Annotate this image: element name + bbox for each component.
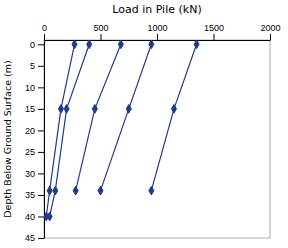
tick: 25 — [25, 147, 44, 157]
tick-mark — [157, 34, 158, 40]
tick: 2000 — [260, 23, 280, 40]
tick-label: 35 — [25, 190, 35, 200]
marker — [47, 186, 52, 195]
tick-label: 0 — [30, 40, 35, 50]
tick-label: 5 — [30, 61, 35, 71]
tick-label: 10 — [25, 83, 35, 93]
tick-mark — [38, 216, 44, 217]
tick-label: 0 — [42, 23, 47, 33]
marker — [171, 105, 176, 114]
x-axis: 0 500 1000 1500 2000 — [42, 23, 281, 41]
line — [46, 44, 74, 216]
tick: 15 — [25, 104, 44, 114]
marker — [53, 186, 58, 195]
tick: 1000 — [147, 23, 167, 40]
chart: 0 500 1000 1500 2000 0 5 10 15 20 25 30 35 40 45 Load i… — [0, 0, 288, 248]
marker — [118, 40, 123, 49]
tick-mark — [214, 34, 215, 40]
tick-label: 40 — [25, 212, 35, 222]
tick-label: 1000 — [147, 23, 167, 33]
tick-label: 15 — [25, 104, 35, 114]
tick-mark — [101, 34, 102, 40]
tick-label: 20 — [25, 126, 35, 136]
tick-mark — [44, 34, 45, 40]
marker — [194, 40, 199, 49]
tick-label: 2000 — [260, 23, 280, 33]
axis-line — [44, 41, 45, 239]
marker — [149, 186, 154, 195]
line — [76, 44, 121, 190]
tick-mark — [38, 195, 44, 196]
tick-mark — [270, 34, 271, 40]
tick: 5 — [30, 61, 44, 71]
tick-mark — [38, 130, 44, 131]
plot-area: 0 500 1000 1500 2000 0 5 10 15 20 25 30 35 40 45 — [25, 23, 281, 243]
tick-mark — [38, 44, 44, 45]
axis-line — [45, 40, 271, 41]
line — [101, 44, 152, 190]
series-group — [44, 40, 199, 221]
tick: 0 — [42, 23, 47, 40]
tick: 20 — [25, 126, 44, 136]
tick: 30 — [25, 169, 44, 179]
marker — [73, 186, 78, 195]
tick: 500 — [93, 23, 108, 40]
marker — [47, 212, 52, 221]
series — [44, 40, 77, 221]
tick-mark — [38, 173, 44, 174]
tick: 35 — [25, 190, 44, 200]
tick: 1500 — [204, 23, 224, 40]
tick-label: 500 — [93, 23, 108, 33]
tick-mark — [38, 109, 44, 110]
tick: 10 — [25, 83, 44, 93]
series — [98, 40, 154, 195]
plot-frame — [44, 40, 270, 238]
marker — [64, 105, 69, 114]
tick: 0 — [30, 40, 44, 50]
marker — [149, 40, 154, 49]
marker — [126, 105, 131, 114]
tick: 45 — [25, 233, 44, 243]
tick-label: 30 — [25, 169, 35, 179]
y-axis-label: Depth Below Ground Surface (m) — [2, 60, 13, 217]
line — [50, 44, 90, 216]
series — [47, 40, 92, 221]
tick-mark — [38, 238, 44, 239]
marker — [92, 105, 97, 114]
tick-label: 1500 — [204, 23, 224, 33]
tick-label: 25 — [25, 147, 35, 157]
marker — [72, 40, 77, 49]
marker — [58, 105, 63, 114]
x-axis-label: Load in Pile (kN) — [112, 3, 201, 16]
series — [149, 40, 199, 195]
marker — [98, 186, 103, 195]
tick: 40 — [25, 212, 44, 222]
series — [73, 40, 123, 195]
y-axis: 0 5 10 15 20 25 30 35 40 45 — [25, 40, 45, 244]
line — [151, 44, 196, 190]
tick-mark — [38, 152, 44, 153]
tick-label: 45 — [25, 233, 35, 243]
marker — [87, 40, 92, 49]
tick-mark — [38, 66, 44, 67]
tick-mark — [38, 87, 44, 88]
